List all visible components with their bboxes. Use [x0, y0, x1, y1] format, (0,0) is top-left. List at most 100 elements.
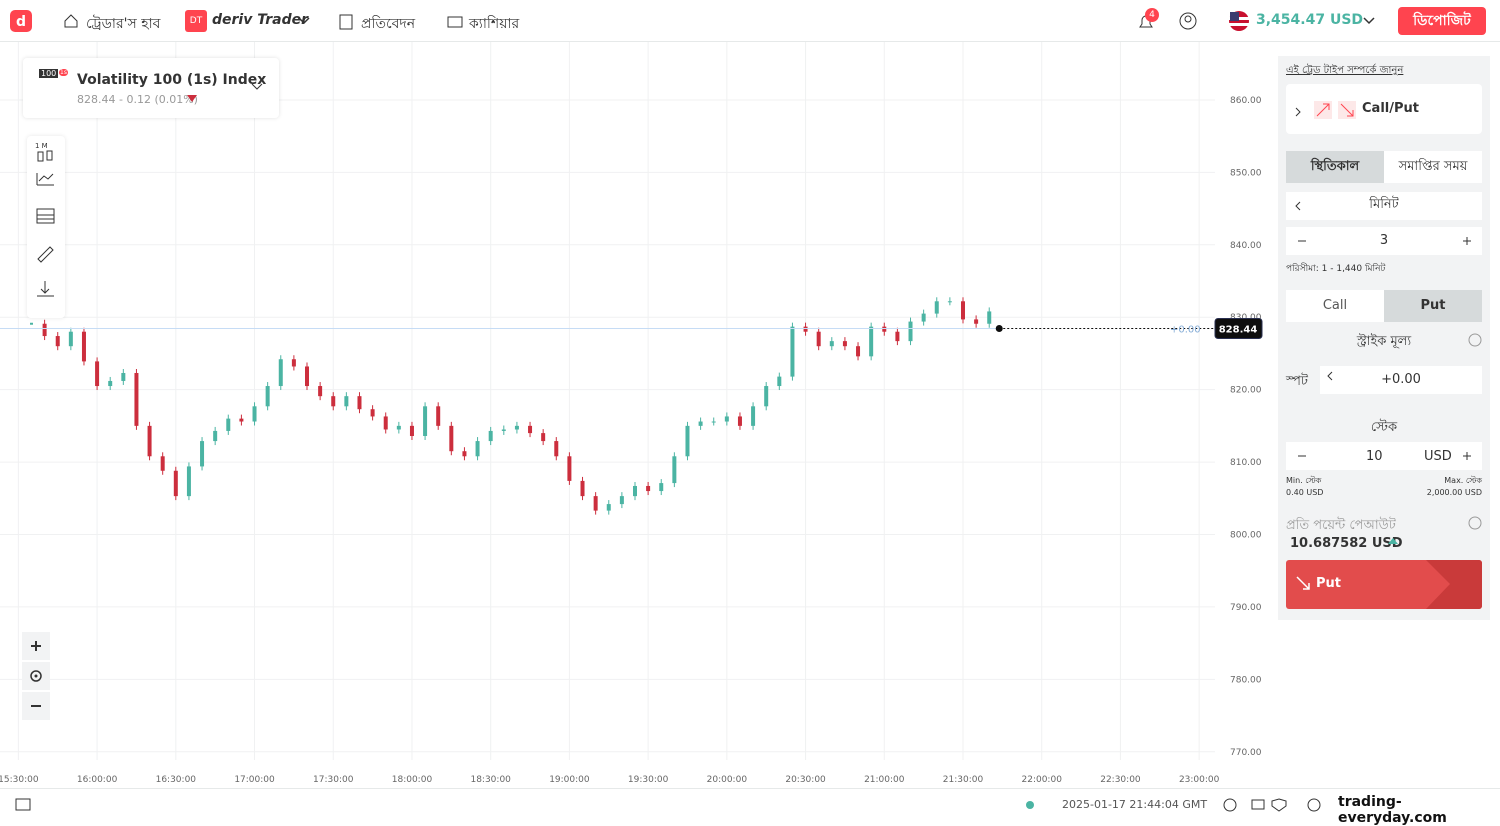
- stake-title: স্টেক: [1370, 420, 1398, 435]
- candle: [856, 346, 861, 357]
- footer: 2025-01-17 21:44:04 GMT trading-everyday…: [0, 788, 1500, 826]
- barrier-label: +0.00: [1170, 325, 1201, 336]
- candle: [475, 441, 480, 457]
- trade-type-name: Call/Put: [1362, 101, 1419, 116]
- stake-input[interactable]: 10: [1366, 449, 1383, 464]
- candle: [737, 416, 742, 426]
- candle: [593, 496, 598, 511]
- current-price-badge: [1214, 318, 1263, 340]
- brand[interactable]: deriv Trader: [212, 12, 309, 28]
- footer-icon[interactable]: [15, 797, 31, 811]
- candle: [606, 504, 611, 511]
- candle: [436, 406, 441, 426]
- candle: [318, 386, 323, 397]
- candle: [68, 331, 73, 347]
- candle: [987, 311, 992, 324]
- traders-hub[interactable]: ট্রেডার'স হাব: [86, 16, 161, 32]
- duration-controls[interactable]: [1286, 192, 1482, 256]
- candle: [672, 456, 677, 484]
- candle: [396, 425, 401, 430]
- symbol-name: Volatility 100 (1s) Index: [77, 72, 267, 88]
- trade-type-icons: [1295, 101, 1356, 119]
- x-tick-label: 19:00:00: [549, 775, 590, 785]
- strike-input[interactable]: +0.00: [1320, 366, 1482, 394]
- candle: [344, 396, 349, 407]
- candle: [42, 323, 47, 337]
- footer-icons[interactable]: [1222, 797, 1322, 813]
- max-stake-label: Max. স্টেক: [1444, 476, 1482, 485]
- x-tick-label: 21:30:00: [943, 775, 984, 785]
- toolbar-icons[interactable]: [34, 148, 58, 313]
- candle: [357, 396, 362, 410]
- y-tick-label: 850.00: [1230, 168, 1262, 178]
- deposit-button[interactable]: ডিপোজিট: [1398, 7, 1486, 35]
- down-arrow: [187, 95, 197, 102]
- stake-box[interactable]: [1286, 442, 1482, 470]
- end-time-tab[interactable]: সমাপ্তির সময়: [1384, 151, 1482, 183]
- duration-tab[interactable]: স্থিতিকাল: [1286, 151, 1384, 183]
- candle: [528, 425, 533, 434]
- learn-link[interactable]: এই ট্রেড টাইপ সম্পর্কে জানুন: [1286, 65, 1404, 76]
- x-tick-label: 22:30:00: [1100, 775, 1141, 785]
- duration-input[interactable]: 3: [1286, 227, 1482, 255]
- candle: [960, 301, 965, 320]
- candle: [173, 470, 178, 497]
- trade-type[interactable]: Call/Put: [1286, 84, 1482, 134]
- stake-controls[interactable]: [1286, 442, 1482, 470]
- candle: [383, 416, 388, 430]
- zoom-icons[interactable]: [22, 632, 50, 720]
- y-tick-label: 800.00: [1230, 531, 1262, 541]
- candle: [186, 466, 191, 497]
- x-tick-label: 19:30:00: [628, 775, 669, 785]
- x-tick-label: 15:30:00: [0, 775, 39, 785]
- candle: [619, 496, 624, 505]
- chevron[interactable]: [1362, 14, 1376, 28]
- call-tab[interactable]: Call: [1286, 290, 1384, 322]
- symbol-quote: 828.44 - 0.12 (0.01%): [77, 93, 198, 106]
- candle: [514, 425, 519, 430]
- candle: [55, 336, 60, 347]
- symbol-selector[interactable]: 100 1s Volatility 100 (1s) Index 828.44 …: [23, 58, 279, 118]
- candle: [239, 418, 244, 422]
- candle: [423, 406, 428, 437]
- y-tick-label: 840.00: [1230, 241, 1262, 251]
- y-tick-label: 860.00: [1230, 96, 1262, 106]
- payout-icons: [1388, 516, 1482, 544]
- x-tick-label: 17:30:00: [313, 775, 354, 785]
- logo[interactable]: d: [10, 10, 32, 32]
- put-tab[interactable]: Put: [1384, 290, 1482, 322]
- max-stake-value: 2,000.00 USD: [1426, 488, 1482, 497]
- balance[interactable]: 3,454.47 USD: [1256, 12, 1364, 28]
- candle: [947, 301, 952, 303]
- cashier[interactable]: ক্যাশিয়ার: [469, 16, 520, 32]
- min-stake-label: Min. স্টেক: [1286, 476, 1322, 485]
- top-bar: d ট্রেডার'স হাব DT deriv Trader প্রতিবেদ…: [0, 0, 1500, 42]
- candle: [226, 418, 231, 431]
- spot-label: স্পট: [1286, 374, 1308, 389]
- stake-card: স্টেক 10 USD Min. স্টেক 0.40 USD Max. স্…: [1286, 406, 1482, 506]
- account-icon[interactable]: [1178, 11, 1198, 31]
- candle: [869, 326, 874, 357]
- candle: [488, 430, 493, 442]
- interval[interactable]: 1 M: [35, 142, 48, 150]
- candle: [790, 326, 795, 377]
- purchase-decor: [1296, 560, 1482, 609]
- x-tick-label: 22:00:00: [1022, 775, 1063, 785]
- candle: [842, 341, 847, 347]
- strike-card: Call Put স্ট্রাইক মূল্য স্পট +0.00: [1286, 288, 1482, 398]
- reports[interactable]: প্রতিবেদন: [361, 16, 416, 32]
- svg-text:d: d: [16, 14, 26, 30]
- candle: [659, 483, 664, 492]
- candle: [134, 372, 139, 426]
- candle: [567, 456, 572, 481]
- y-tick-label: 790.00: [1230, 603, 1262, 613]
- payout-value: 10.687582 USD: [1290, 536, 1403, 551]
- duration-unit[interactable]: মিনিট: [1286, 192, 1482, 220]
- purchase-button[interactable]: Put: [1286, 560, 1482, 609]
- candle: [200, 441, 205, 467]
- chevron[interactable]: [297, 14, 311, 28]
- candle: [291, 359, 296, 367]
- candle: [633, 485, 637, 497]
- x-tick-label: 23:00:00: [1179, 775, 1220, 785]
